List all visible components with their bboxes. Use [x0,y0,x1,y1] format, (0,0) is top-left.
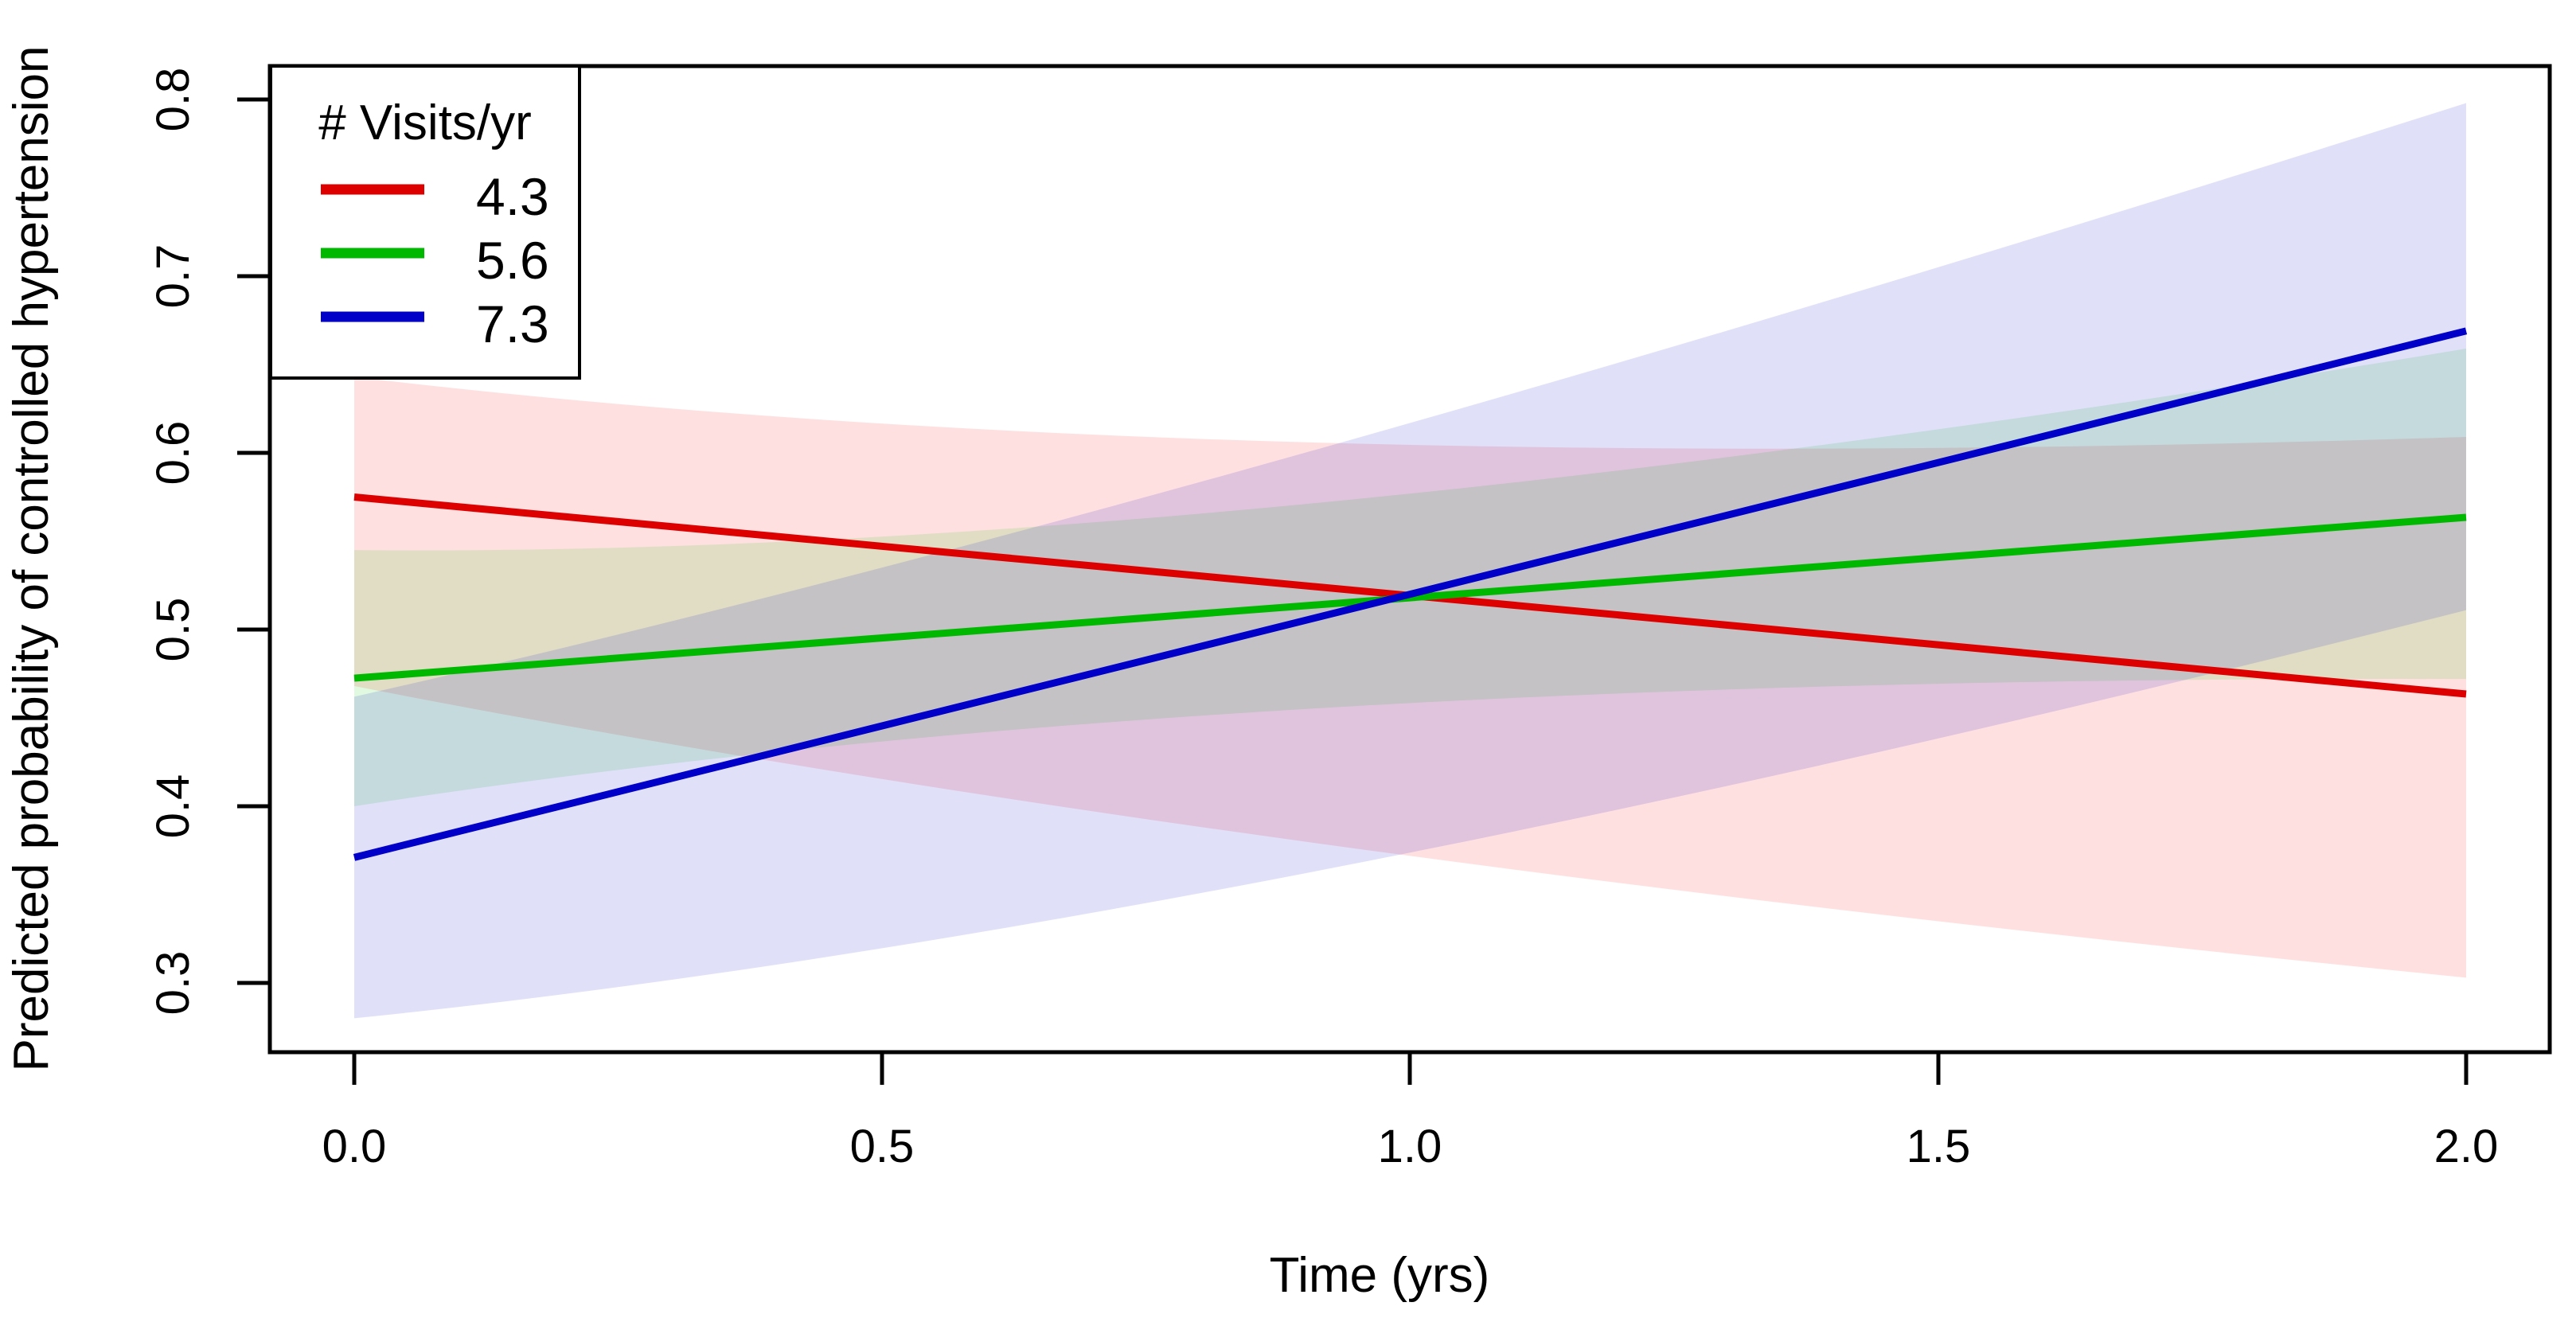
confidence-bands [354,103,2466,1019]
x-tick-label: 0.5 [850,1121,915,1172]
legend-title: # Visits/yr [318,96,532,150]
x-tick-label: 2.0 [2434,1121,2499,1172]
x-axis-title: Time (yrs) [1270,1248,1490,1303]
y-axis-tick-labels: 0.3 0.4 0.5 0.6 0.7 0.8 [147,68,199,1016]
confidence-band-7.3 [354,103,2466,1019]
y-tick-label: 0.7 [147,244,199,309]
regression-lines [353,327,2468,861]
axis-tick-marks [237,97,2469,1085]
legend-label: 4.3 [476,167,549,226]
y-tick-label: 0.6 [147,421,199,485]
confidence-band-4.3 [354,376,2466,978]
y-tick-label: 0.5 [147,598,199,662]
legend-swatches [321,184,424,322]
y-tick-label: 0.4 [147,774,199,839]
x-tick-label: 1.5 [1907,1121,1971,1172]
y-tick-label: 0.8 [147,68,199,132]
y-axis-title: Predicted probability of controlled hype… [4,46,59,1072]
y-tick-label: 0.3 [147,951,199,1016]
fitted-line-7.3 [353,327,2468,861]
legend-label: 5.6 [476,231,549,290]
x-axis-tick-labels: 0.0 0.5 1.0 1.5 2.0 [322,1121,2499,1172]
legend-label: 7.3 [476,294,549,353]
x-tick-label: 1.0 [1378,1121,1442,1172]
legend-box [269,64,581,380]
legend: # Visits/yr 4.3 5.6 7.3 [269,64,581,380]
x-tick-label: 0.0 [322,1121,387,1172]
